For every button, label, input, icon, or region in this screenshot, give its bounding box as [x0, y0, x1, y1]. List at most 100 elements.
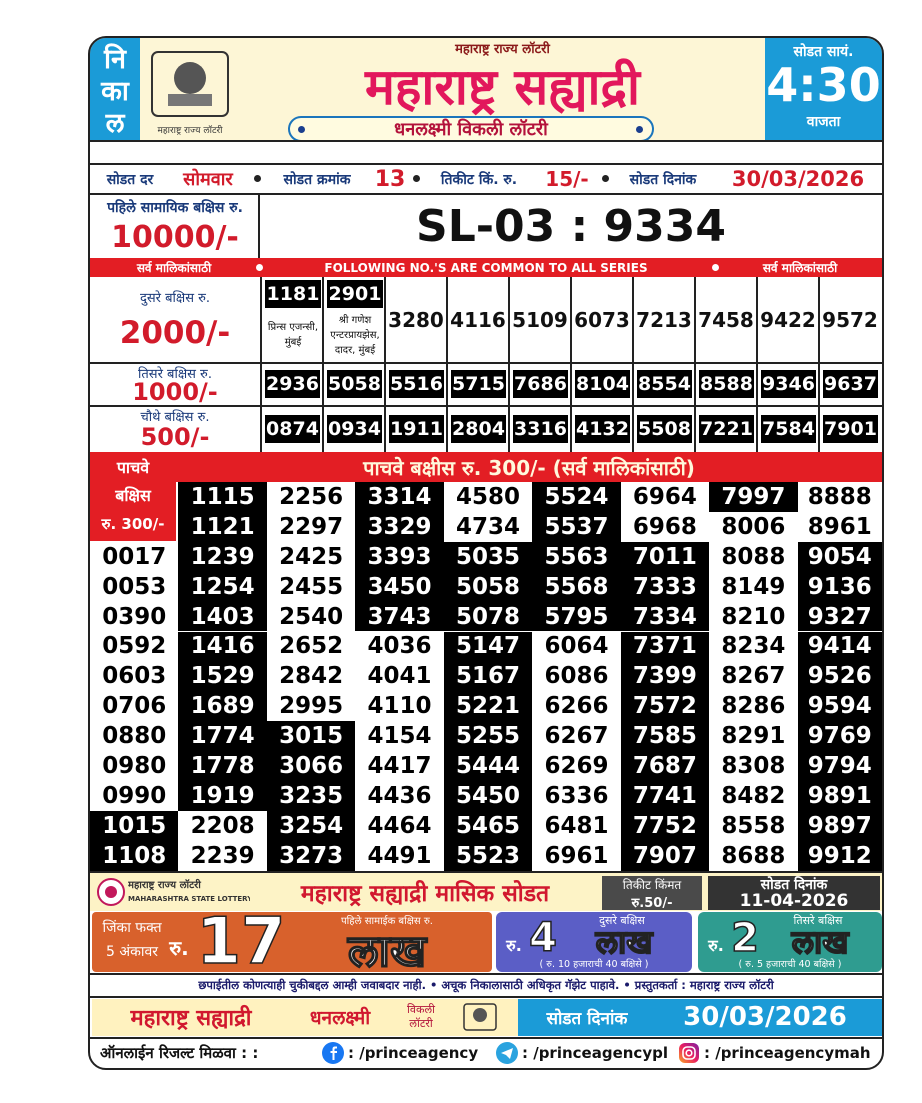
- telegram-icon: [496, 1042, 518, 1064]
- rule: [90, 140, 882, 142]
- fifth-number: 4734: [443, 511, 533, 542]
- fifth-number: 7572: [620, 691, 710, 722]
- prize-number: 5058: [327, 369, 382, 398]
- fifth-number: 2239: [178, 840, 267, 871]
- rule: [90, 996, 882, 998]
- rule: [756, 405, 758, 452]
- nikal-box: [90, 38, 140, 140]
- fifth-number: 1774: [178, 721, 267, 752]
- facebook-icon: [322, 1042, 344, 1064]
- monthly-line: 5 अंकावर: [106, 943, 158, 960]
- fifth-number: 7997: [709, 482, 798, 512]
- prize-number: 7901: [823, 414, 878, 443]
- first-prize-amount: 10000/-: [111, 219, 239, 255]
- monthly-price: रु.50/-: [631, 895, 673, 911]
- rule: [384, 405, 386, 452]
- fifth-number: 7334: [620, 601, 710, 632]
- fifth-banner: पाचवे बक्षीस रु. 300/- (सर्व मालिकांसाठी…: [176, 452, 882, 482]
- fifth-number: 7741: [620, 781, 710, 811]
- fifth-number: 2425: [266, 541, 356, 572]
- rule: [570, 277, 572, 362]
- fifth-number: 0880: [90, 721, 179, 752]
- rule: [756, 277, 758, 362]
- rule: [508, 277, 510, 362]
- social-instagram: : /princeagencymah: [704, 1044, 871, 1062]
- fifth-number: 6086: [532, 661, 621, 692]
- rule: [90, 1037, 882, 1039]
- prize-amount: 2000/-: [119, 315, 231, 351]
- prize-number: 2936: [265, 369, 320, 398]
- monthly-prize-label: दुसरे बक्षिस: [599, 913, 645, 927]
- monthly-title: महाराष्ट्र सह्याद्री मासिक सोडत: [300, 881, 550, 907]
- rule: [90, 973, 882, 975]
- monthly-line: जिंका फक्त: [102, 919, 162, 936]
- fifth-number: 5524: [532, 482, 621, 512]
- fifth-number: 6267: [532, 721, 621, 752]
- fifth-number: 1239: [178, 541, 267, 572]
- prize-number: 9346: [761, 369, 816, 398]
- fifth-number: 9794: [797, 751, 882, 781]
- fifth-number: 0990: [90, 781, 179, 811]
- fifth-number: 7907: [620, 840, 710, 871]
- price-label: तिकीट किं. रु.: [440, 171, 518, 188]
- prize-number: 1911: [389, 414, 444, 443]
- prize-number: 7213: [636, 307, 692, 332]
- fifth-number: 3254: [266, 810, 356, 841]
- draw-no: 13: [374, 166, 406, 192]
- fifth-number: 7011: [620, 541, 710, 572]
- fifth-number: 9526: [797, 661, 882, 692]
- fifth-number: 1919: [178, 781, 267, 811]
- fifth-number: 5255: [443, 721, 533, 752]
- fifth-number: 2995: [266, 691, 356, 722]
- bullet: [602, 175, 609, 182]
- fifth-number: 1416: [178, 631, 267, 662]
- rule: [632, 277, 634, 362]
- prize-number: 8554: [637, 369, 692, 398]
- instagram-icon: [679, 1043, 699, 1063]
- rule: [90, 871, 882, 873]
- fifth-number: 2455: [266, 571, 356, 602]
- fifth-label: रु. 300/-: [101, 515, 165, 533]
- fifth-number: 7399: [620, 661, 710, 692]
- fifth-number: 9136: [797, 571, 882, 602]
- prize-number: 4116: [450, 307, 506, 332]
- prize-number: 5715: [451, 369, 506, 398]
- rule: [446, 277, 448, 362]
- rule: [322, 362, 324, 405]
- fifth-number: 7371: [620, 631, 710, 662]
- rule: [756, 362, 758, 405]
- fifth-number: 2297: [266, 511, 356, 542]
- fifth-number: 2540: [266, 601, 356, 632]
- footer-title: महाराष्ट्र सह्याद्री: [130, 1006, 252, 1031]
- fifth-number: 2256: [266, 482, 356, 512]
- fifth-number: 9897: [797, 810, 882, 841]
- fifth-number: 9594: [797, 691, 882, 722]
- monthly-note: ( रु. 10 हजाराची 40 बक्षिसे ): [539, 958, 649, 970]
- fifth-number: 4580: [443, 482, 533, 512]
- monthly-note: ( रु. 5 हजाराची 40 बक्षिसे ): [738, 958, 842, 970]
- price: 15/-: [545, 167, 589, 191]
- bullet: [298, 126, 305, 133]
- fifth-number: 3393: [355, 541, 444, 572]
- agent-name: प्रिन्स एजन्सी, मुंबई: [267, 322, 319, 348]
- footer-name: धनलक्ष्मी: [309, 1007, 371, 1029]
- rule: [446, 405, 448, 452]
- fifth-number: 5523: [443, 840, 533, 871]
- rule: [632, 405, 634, 452]
- time: 4:30: [766, 60, 881, 110]
- monthly-unit: लाख: [791, 924, 849, 958]
- rule: [508, 362, 510, 405]
- fifth-number: 1015: [90, 810, 179, 841]
- social-label: ऑनलाईन रिजल्ट मिळवा : :: [100, 1044, 259, 1062]
- agent-name: श्री गणेश एन्टरप्रायझेस, दादर, मुंबई: [330, 314, 380, 356]
- prize-number: 8588: [699, 369, 754, 398]
- monthly-currency: रु.: [506, 936, 522, 955]
- monthly-date: 11-04-2026: [739, 892, 849, 910]
- fifth-number: 2842: [266, 661, 356, 692]
- rule: [260, 362, 262, 405]
- fifth-number: 9891: [797, 781, 882, 811]
- bullet: [636, 126, 643, 133]
- monthly-amount: 17: [196, 910, 287, 974]
- title: महाराष्ट्र सह्याद्री: [364, 58, 640, 116]
- monthly-logo-name-en: MAHARASHTRA STATE LOTTERY: [128, 895, 250, 903]
